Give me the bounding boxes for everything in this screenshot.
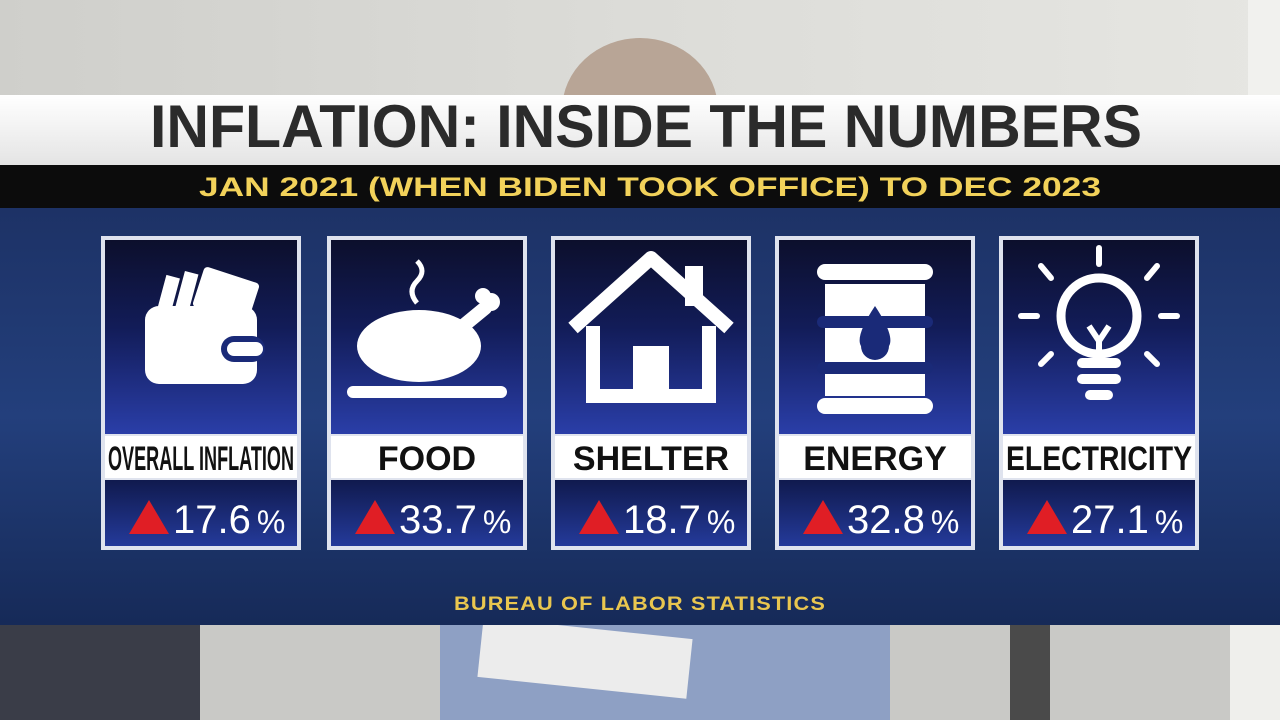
card-label: OVERALL INFLATION [108, 440, 294, 478]
title-banner [0, 95, 1280, 165]
subtitle: JAN 2021 (WHEN BIDEN TOOK OFFICE) TO DEC… [199, 172, 1101, 202]
label-bar [1003, 436, 1195, 478]
stat-card: ELECTRICITY 27.1% [999, 236, 1199, 550]
card-value-line: 18.7% [623, 498, 735, 542]
increase-arrow [129, 500, 169, 534]
card-value: 33.7 [399, 498, 477, 542]
card-unit: % [483, 504, 511, 540]
increase-arrow [803, 500, 843, 534]
background-door-frame [1248, 0, 1280, 96]
increase-arrow [1027, 500, 1067, 534]
card-label: SHELTER [573, 440, 729, 478]
card-value: 27.1 [1071, 498, 1149, 542]
label-bar [555, 436, 747, 478]
label-bar [105, 436, 297, 478]
value-area [105, 480, 297, 546]
stat-card: FOOD 33.7% [327, 236, 527, 550]
value-area [555, 480, 747, 546]
source: BUREAU OF LABOR STATISTICS [454, 594, 826, 615]
stat-card: ENERGY 32.8% [775, 236, 975, 550]
card-value-line: 17.6% [173, 498, 285, 542]
card-unit: % [1155, 504, 1183, 540]
card-icon [347, 259, 507, 398]
card-unit: % [931, 504, 959, 540]
icon-area [555, 240, 747, 434]
card-icon [145, 267, 265, 384]
card-unit: % [257, 504, 285, 540]
card-icon [817, 264, 933, 414]
card-label: FOOD [378, 440, 476, 478]
label-bar [331, 436, 523, 478]
card-value-line: 27.1% [1071, 498, 1183, 542]
card-value: 17.6 [173, 498, 251, 542]
card-label: ENERGY [803, 440, 947, 478]
label-bar [779, 436, 971, 478]
background-door-frame [1230, 625, 1280, 720]
stat-card: OVERALL INFLATION 17.6% [101, 236, 301, 550]
background-paper [477, 617, 693, 699]
card-icon [568, 251, 734, 403]
stat-card: SHELTER 18.7% [551, 236, 751, 550]
background-object [1010, 625, 1050, 720]
title: INFLATION: INSIDE THE NUMBERS [150, 93, 1142, 160]
background-chair [0, 625, 200, 720]
increase-arrow [579, 500, 619, 534]
subtitle-band [0, 165, 1280, 208]
increase-arrow [355, 500, 395, 534]
card-label: ELECTRICITY [1006, 440, 1192, 478]
card-value-line: 33.7% [399, 498, 511, 542]
card-icon [1018, 245, 1180, 400]
cards: OVERALL INFLATION 17.6% FOOD 33.7% SHELTER… [101, 236, 1199, 550]
card-value-line: 32.8% [847, 498, 959, 542]
card-value: 18.7 [623, 498, 701, 542]
value-area [331, 480, 523, 546]
value-area [1003, 480, 1195, 546]
card-value: 32.8 [847, 498, 925, 542]
card-unit: % [707, 504, 735, 540]
value-area [779, 480, 971, 546]
